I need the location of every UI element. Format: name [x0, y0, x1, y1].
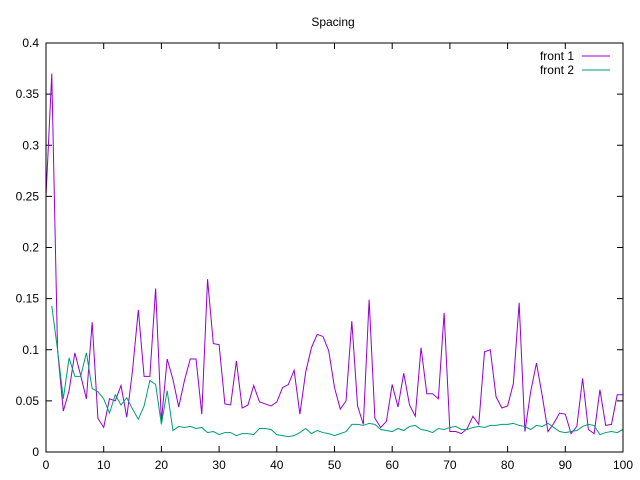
y-axis-ticks: 0 0.05 0.1 0.15 0.2 0.25 0.3 0.35 0.4 [16, 36, 623, 459]
y-tick-label: 0.15 [16, 292, 40, 306]
chart-title: Spacing [311, 15, 354, 29]
y-tick-label: 0.4 [22, 36, 39, 50]
x-tick-label: 20 [155, 458, 169, 472]
y-tick-label: 0.05 [16, 394, 40, 408]
x-tick-label: 60 [386, 458, 400, 472]
y-tick-label: 0.25 [16, 189, 40, 203]
x-tick-label: 0 [43, 458, 50, 472]
y-tick-label: 0.2 [22, 241, 39, 255]
x-tick-label: 40 [270, 458, 284, 472]
x-tick-label: 80 [501, 458, 515, 472]
legend-label-2: front 2 [540, 63, 574, 77]
x-tick-label: 10 [97, 458, 111, 472]
y-tick-label: 0.35 [16, 87, 40, 101]
x-tick-label: 70 [443, 458, 457, 472]
series-line-2 [51, 305, 624, 438]
series-layer [45, 73, 624, 438]
x-tick-label: 90 [559, 458, 573, 472]
x-tick-label: 30 [212, 458, 226, 472]
y-tick-label: 0.3 [22, 138, 39, 152]
legend-label-1: front 1 [540, 49, 574, 63]
series-line-1 [45, 73, 623, 435]
x-tick-label: 50 [328, 458, 342, 472]
y-tick-label: 0 [32, 445, 39, 459]
y-tick-label: 0.1 [22, 343, 39, 357]
x-axis-ticks: 0 10 20 30 40 50 60 70 80 90 100 [43, 43, 633, 472]
plot-frame [45, 42, 624, 453]
x-tick-label: 100 [613, 458, 633, 472]
